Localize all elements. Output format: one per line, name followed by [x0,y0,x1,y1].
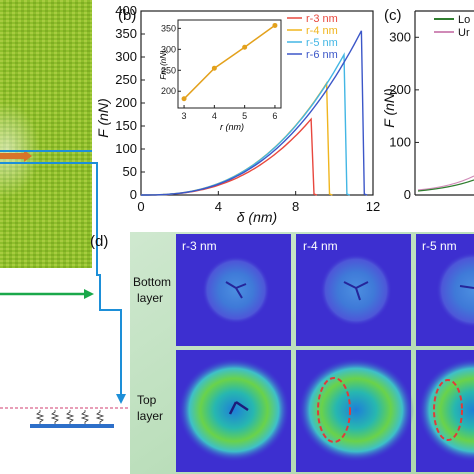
panel-c-letter: (c) [384,7,402,24]
inset-point [212,66,217,71]
column-label-r3: r-3 nm [182,239,217,253]
c-y-tick-label: 300 [389,29,411,44]
c-y-axis-title: F (nN) [381,88,397,127]
legend-label: r-5 nm [306,37,338,49]
inset-point [242,45,247,50]
y-tick-label: 300 [115,49,137,64]
c-legend-lower: Lo [458,14,470,26]
y-tick-label: 200 [115,95,137,110]
x-tick-label: 8 [292,199,299,214]
zoom-arrowhead [116,394,126,404]
x-axis-title: δ (nm) [237,209,277,225]
y-tick-label: 0 [130,187,137,202]
inset-y-tick-label: 200 [161,86,176,96]
inset-x-tick-label: 3 [182,111,187,121]
x-tick-label: 0 [137,199,144,214]
length-arrowhead [84,289,94,299]
panel-a [0,0,140,428]
legend-label: r-3 nm [306,13,338,25]
y-axis-title: F (nN) [95,98,111,137]
inset-point [272,23,277,28]
inset-x-tick-label: 5 [242,111,247,121]
y-tick-label: 150 [115,118,137,133]
inset-frame [178,20,281,108]
c-legend-upper: Ur [458,27,470,39]
panel-d-letter: (d) [90,233,108,250]
panel-d: Bottom layer Top layer r-3 nm r-4 nm r-5… [130,232,474,474]
indenter-tip [0,153,24,159]
blob-r4-top [298,358,414,462]
y-tick-label: 350 [115,26,137,41]
row-label-bottom-1: Bottom [133,275,171,289]
inset-y-title: Fm (nN) [159,50,168,80]
column-label-r5: r-5 nm [422,239,457,253]
y-tick-label: 250 [115,72,137,87]
c-y-tick-label: 0 [404,187,411,202]
c-y-tick-label: 100 [389,134,411,149]
row-label-bottom-2: layer [137,291,163,305]
inset-x-tick-label: 6 [272,111,277,121]
legend: r-3 nmr-4 nmr-5 nmr-6 nm [287,13,338,61]
spring-bed [0,408,140,428]
row-label-top-1: Top [137,393,157,407]
legend-label: r-6 nm [306,49,338,61]
inset-y-tick-label: 350 [161,23,176,33]
inset-x-tick-label: 4 [212,111,217,121]
blob-r3-top [178,358,290,462]
inset-x-title: r (nm) [220,122,244,132]
y-tick-label: 400 [115,3,137,18]
blob-r3-bottom [202,256,270,324]
x-tick-label: 4 [215,199,222,214]
column-label-r4: r-4 nm [303,239,338,253]
y-tick-label: 100 [115,141,137,156]
legend-label: r-4 nm [306,25,338,37]
x-tick-label: 12 [366,199,380,214]
row-label-top-2: layer [137,409,163,423]
panel-b-chart: 0 4 8 12 0 50 100 150 200 250 300 350 400 F (nN) δ (… [95,3,380,225]
y-tick-label: 50 [123,164,137,179]
inset-point [182,96,187,101]
